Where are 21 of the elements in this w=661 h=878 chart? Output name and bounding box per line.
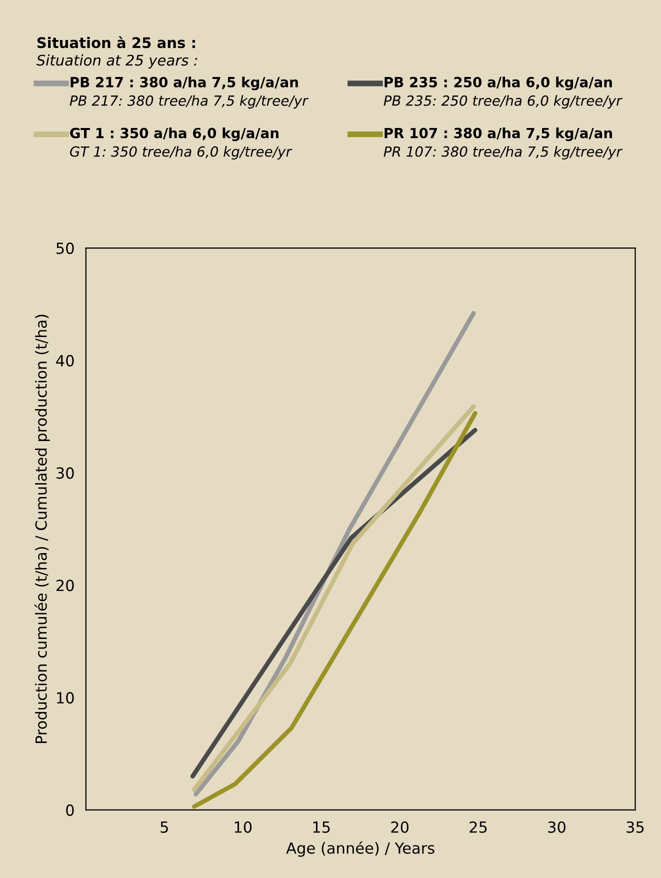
x-tick-label: 10 [234,821,252,833]
x-axis-title: Age (année) / Years [286,841,434,857]
x-tick-label: 20 [391,821,409,833]
legend-label: GT 1 : 350 a/ha 6,0 kg/a/an GT 1: 350 tree/ha 6,0 kg/tree/yr [70,128,292,160]
legend-label: PR 107 : 380 a/ha 7,5 kg/a/an PR 107: 380 tree/ha 7,5 kg/tree/yr [384,128,623,160]
y-tick-label: 0 [66,804,74,816]
x-tick-label: 35 [626,821,644,833]
chart-subtitle: Situation at 25 years : [36,54,198,69]
y-tick-label: 30 [56,467,74,479]
x-tick-label: 15 [313,822,330,833]
x-tick-label: 30 [548,821,566,833]
y-axis-title: Production cumulée (t/ha) / Cumulated production (t/ha) [34,314,50,744]
y-tick-label: 10 [57,692,74,704]
legend-label: PB 217 : 380 a/ha 7,5 kg/a/an PB 217: 380 tree/ha 7,5 kg/tree/yr [70,76,309,109]
x-tick-label: 25 [470,821,487,833]
y-tick-label: 20 [56,580,74,592]
legend-label: PB 235 : 250 a/ha 6,0 kg/a/an PB 235: 250 tree/ha 6,0 kg/tree/yr [384,76,622,109]
chart-title: Situation à 25 ans : [37,36,195,48]
y-tick-label: 50 [56,242,74,254]
x-tick-label: 5 [160,822,168,833]
y-tick-label: 40 [56,354,74,366]
